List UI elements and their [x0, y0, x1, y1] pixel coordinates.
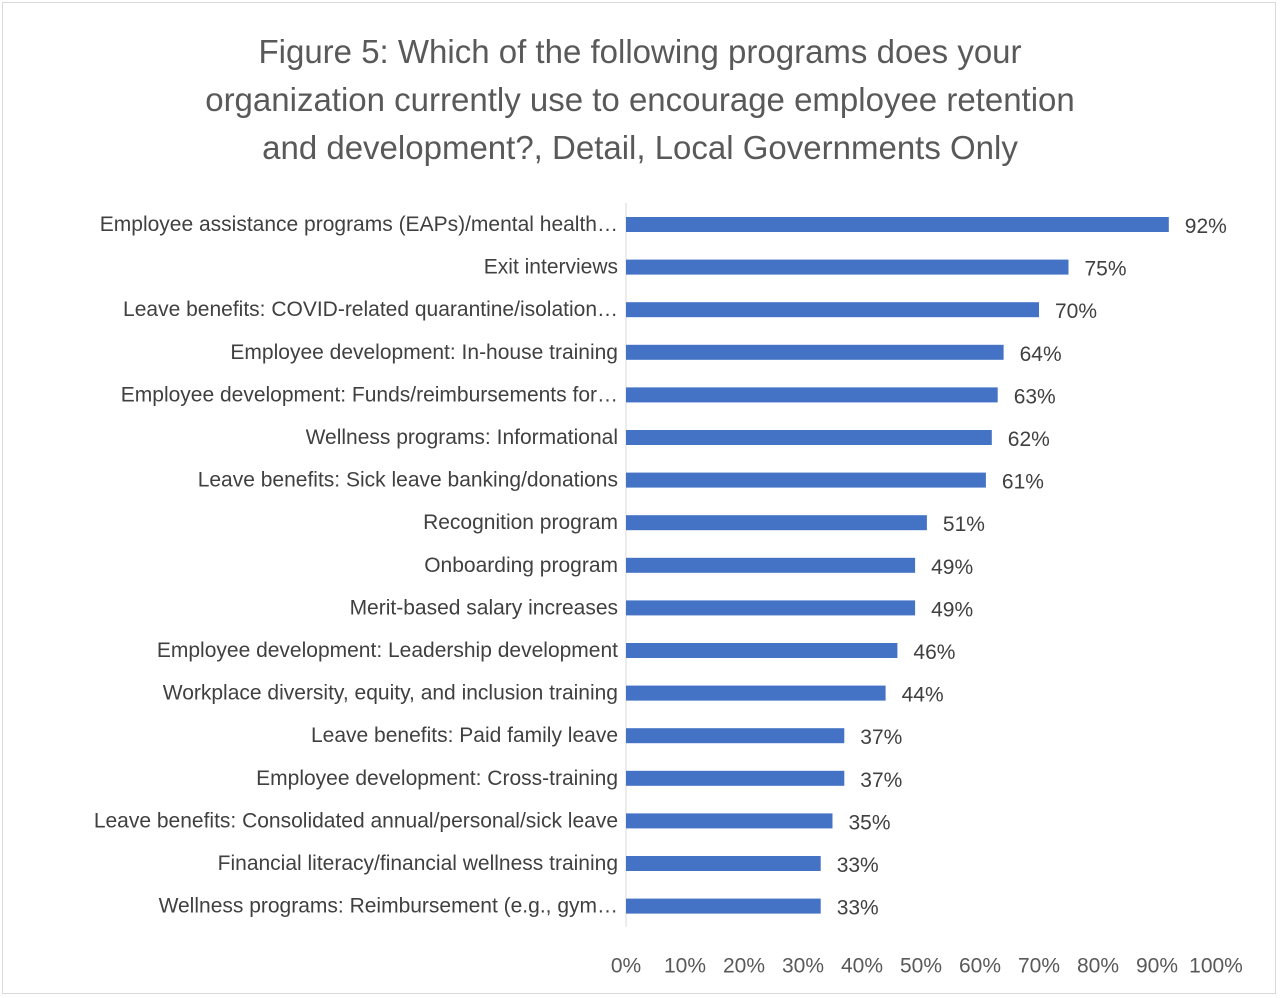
- chart-title-line-3: and development?, Detail, Local Governme…: [262, 129, 1018, 166]
- category-label: Leave benefits: Consolidated annual/pers…: [94, 809, 618, 832]
- data-label: 46%: [913, 641, 955, 664]
- x-tick-label: 40%: [841, 955, 883, 978]
- bar: [626, 344, 1004, 360]
- x-tick-label: 10%: [664, 955, 706, 978]
- category-label: Financial literacy/financial wellness tr…: [218, 852, 618, 875]
- category-label: Employee development: Funds/reimbursemen…: [121, 383, 618, 406]
- chart-title-line-1: Figure 5: Which of the following program…: [258, 33, 1022, 70]
- bar: [626, 557, 916, 573]
- x-tick-label: 70%: [1018, 955, 1060, 978]
- x-tick-label: 60%: [959, 955, 1001, 978]
- data-label: 92%: [1185, 215, 1227, 238]
- category-label: Employee development: In-house training: [230, 341, 618, 364]
- data-label: 70%: [1055, 300, 1097, 323]
- category-label: Leave benefits: COVID-related quarantine…: [123, 298, 618, 321]
- x-tick-label: 0%: [611, 955, 641, 978]
- bar: [626, 472, 986, 488]
- category-label: Exit interviews: [484, 256, 618, 279]
- category-label: Wellness programs: Informational: [306, 426, 618, 449]
- bar: [626, 813, 833, 829]
- chart-title-line-2: organization currently use to encourage …: [205, 81, 1075, 118]
- bar: [626, 430, 992, 445]
- category-label: Onboarding program: [424, 554, 618, 577]
- x-tick-label: 50%: [900, 955, 942, 978]
- category-label: Employee development: Cross-training: [256, 767, 618, 790]
- data-label: 49%: [931, 598, 973, 621]
- bar: [626, 856, 821, 871]
- category-label: Workplace diversity, equity, and inclusi…: [163, 682, 618, 705]
- category-label: Leave benefits: Sick leave banking/donat…: [198, 469, 618, 492]
- data-label: 51%: [943, 513, 985, 536]
- bar: [626, 387, 998, 403]
- bar: [626, 515, 927, 531]
- data-label: 75%: [1085, 258, 1127, 281]
- bar: [626, 728, 845, 744]
- bar: [626, 770, 845, 786]
- data-label: 61%: [1002, 471, 1044, 494]
- bar: [626, 898, 821, 914]
- chart-title: Figure 5: Which of the following program…: [0, 28, 1280, 172]
- data-label: 37%: [860, 726, 902, 749]
- category-label: Recognition program: [423, 511, 618, 534]
- bar: [626, 685, 886, 701]
- category-label: Merit-based salary increases: [350, 596, 618, 619]
- bar: [626, 259, 1069, 275]
- x-tick-label: 100%: [1189, 955, 1243, 978]
- data-label: 63%: [1014, 385, 1056, 408]
- bar: [626, 217, 1169, 232]
- x-tick-label: 20%: [723, 955, 765, 978]
- category-label: Employee assistance programs (EAPs)/ment…: [100, 213, 618, 236]
- bar: [626, 302, 1039, 318]
- data-label: 44%: [902, 684, 944, 707]
- category-label: Leave benefits: Paid family leave: [311, 724, 618, 747]
- x-tick-label: 90%: [1136, 955, 1178, 978]
- data-label: 62%: [1008, 428, 1050, 451]
- data-label: 33%: [837, 897, 879, 920]
- category-label: Wellness programs: Reimbursement (e.g., …: [159, 895, 618, 918]
- data-label: 49%: [931, 556, 973, 579]
- x-tick-label: 30%: [782, 955, 824, 978]
- category-label: Employee development: Leadership develop…: [157, 639, 618, 662]
- data-label: 64%: [1020, 343, 1062, 366]
- data-label: 37%: [860, 769, 902, 792]
- x-tick-label: 80%: [1077, 955, 1119, 978]
- bar: [626, 600, 916, 616]
- data-label: 33%: [837, 854, 879, 877]
- data-label: 35%: [849, 811, 891, 834]
- bar: [626, 643, 898, 658]
